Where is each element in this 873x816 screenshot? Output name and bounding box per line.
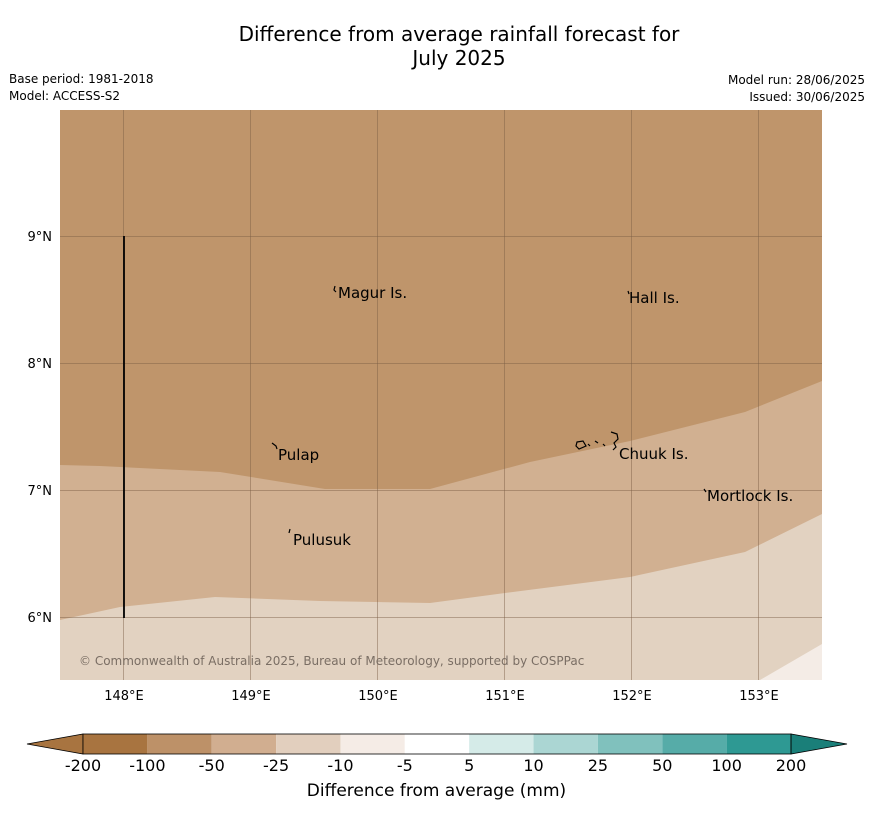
colorbar-tick-label: -10 <box>327 756 354 775</box>
base-period-text: Base period: 1981-2018 <box>9 72 154 86</box>
colorbar-tick-label: -5 <box>396 756 413 775</box>
place-label-pulusuk: Pulusuk <box>293 531 351 549</box>
title-line-2: July 2025 <box>412 46 506 70</box>
band-lt-minus50 <box>60 110 822 489</box>
lon-tick-labels: 148°E 149°E 150°E 151°E 152°E 153°E <box>104 689 779 704</box>
lat-label-8: 8°N <box>28 357 53 372</box>
issued-text: Issued: 30/06/2025 <box>749 90 865 104</box>
colorbar-segment <box>597 734 663 754</box>
colorbar-tick-label: 200 <box>775 756 807 775</box>
colorbar-segment <box>147 734 212 754</box>
colorbar-segment <box>469 734 534 754</box>
lat-tick-labels: 9°N 8°N 7°N 6°N <box>28 230 53 626</box>
colorbar-tick-label: 25 <box>587 756 609 775</box>
map-fill <box>60 110 822 680</box>
colorbar-outline <box>82 733 792 755</box>
colorbar-tick-label: 10 <box>523 756 544 775</box>
colorbar-tick-label: 50 <box>652 756 673 775</box>
colorbar-tick-label: 5 <box>464 756 475 775</box>
colorbar <box>26 733 848 755</box>
lon-label-151: 151°E <box>485 689 525 704</box>
lon-label-152: 152°E <box>612 689 652 704</box>
copyright-text: © Commonwealth of Australia 2025, Bureau… <box>79 654 584 668</box>
colorbar-extend-low <box>26 733 84 755</box>
lat-label-9: 9°N <box>28 230 53 245</box>
map-title: Difference from average rainfall forecas… <box>0 22 873 70</box>
pulap-island-shape <box>271 442 278 450</box>
colorbar-tick-label: -50 <box>198 756 225 775</box>
colorbar-segment <box>662 734 727 754</box>
meta-right: Model run: 28/06/2025 Issued: 30/06/2025 <box>728 72 865 106</box>
place-label-hall: Hall Is. <box>629 289 680 307</box>
lon-label-149: 149°E <box>231 689 271 704</box>
colorbar-tick-label: -100 <box>129 756 166 775</box>
lon-label-153: 153°E <box>739 689 779 704</box>
place-label-magur: Magur Is. <box>338 284 407 302</box>
lon-label-150: 150°E <box>358 689 398 704</box>
mortlock-island-shape <box>703 488 707 493</box>
pulusuk-island-shape <box>288 528 291 534</box>
colorbar-segment <box>340 734 405 754</box>
colorbar-segment <box>726 734 791 754</box>
colorbar-segment <box>83 734 148 754</box>
hall-island-shape <box>627 290 630 295</box>
island-markers <box>271 285 707 534</box>
colorbar-segment <box>533 734 598 754</box>
place-label-pulap: Pulap <box>278 446 319 464</box>
lat-label-7: 7°N <box>28 484 53 499</box>
magur-island-shape <box>333 285 337 293</box>
place-label-chuuk: Chuuk Is. <box>619 445 688 463</box>
colorbar-extend-high <box>790 733 848 755</box>
colorbar-tick-label: 100 <box>711 756 742 775</box>
chuuk-lagoon-shape <box>575 431 619 451</box>
colorbar-tick-label: -25 <box>263 756 290 775</box>
colorbar-tick-label: -200 <box>64 756 102 775</box>
model-run-text: Model run: 28/06/2025 <box>727 73 865 87</box>
title-line-1: Difference from average rainfall forecas… <box>238 22 680 46</box>
model-text: Model: ACCESS-S2 <box>9 89 121 103</box>
lon-label-148: 148°E <box>104 689 144 704</box>
place-label-mortlock: Mortlock Is. <box>707 487 793 505</box>
colorbar-title: Difference from average (mm) <box>306 781 567 801</box>
colorbar-segment <box>211 734 277 754</box>
place-labels: Magur Is. Hall Is. Pulap Chuuk Is. Mortl… <box>278 284 793 549</box>
lat-label-6: 6°N <box>28 611 53 626</box>
meta-left: Base period: 1981-2018 Model: ACCESS-S2 <box>9 71 154 105</box>
colorbar-segment <box>276 734 341 754</box>
colorbar-segment <box>404 734 470 754</box>
